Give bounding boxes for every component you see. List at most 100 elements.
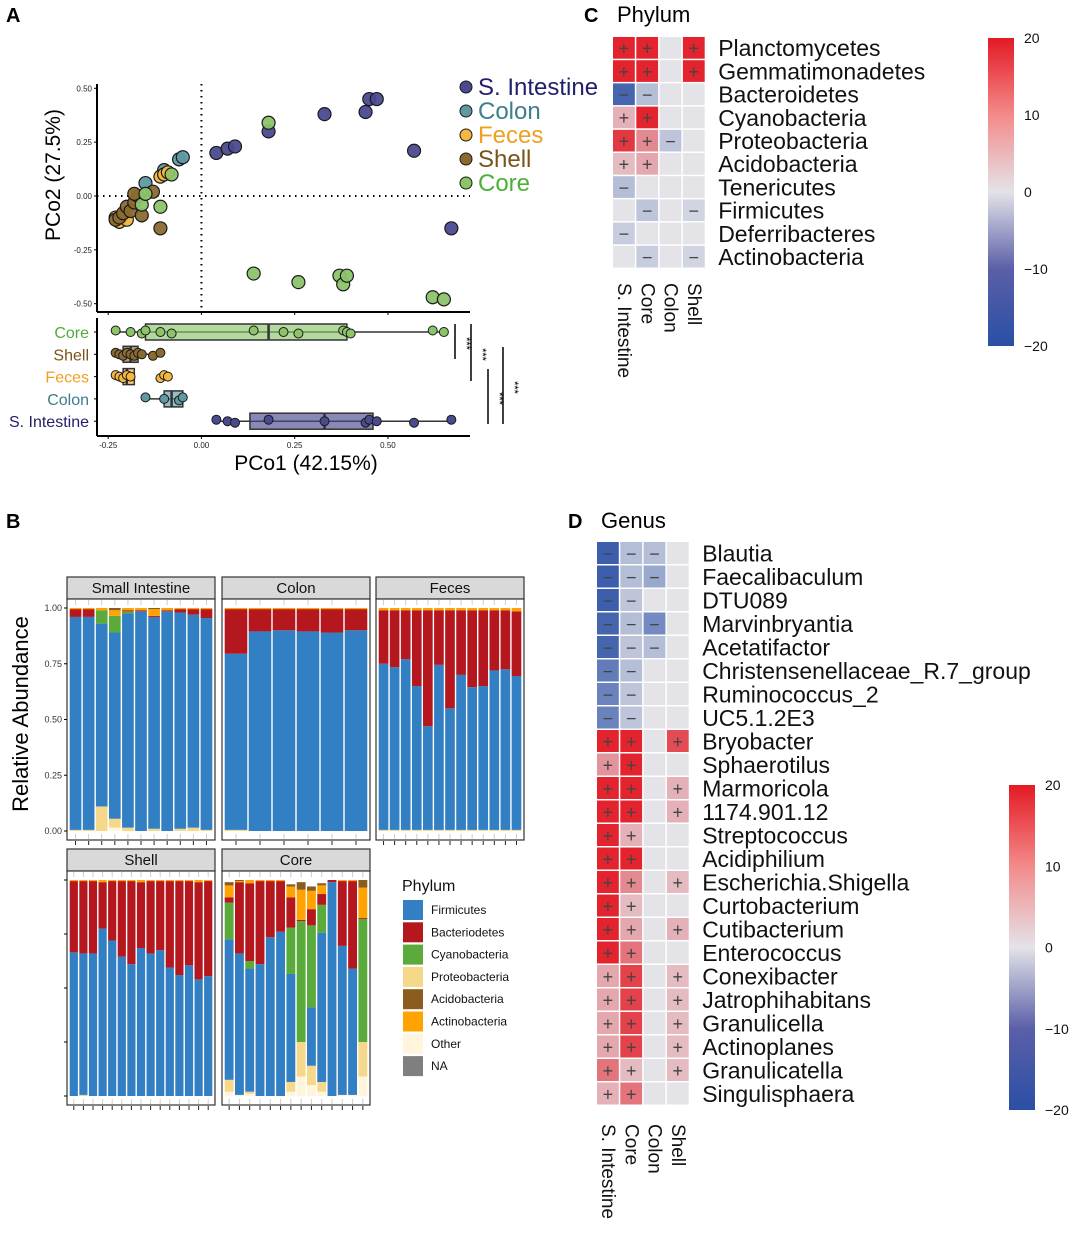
bar-segment-firmicutes — [117, 956, 126, 1096]
bar-segment-bacteriodetes — [286, 897, 296, 928]
heatmap-row-label: Acetatifactor — [702, 635, 830, 661]
bar-segment-bacteriodetes — [327, 880, 337, 883]
plus-icon: + — [626, 1061, 637, 1081]
bar-segment-proteobacteria — [187, 827, 200, 831]
bar-segment-actinobacteria — [478, 608, 489, 611]
bar-segment-firmicutes — [348, 968, 358, 1095]
heatmap-row-label: Singulisphaera — [702, 1081, 854, 1107]
heatmap-cell — [643, 683, 666, 705]
bar-segment-other — [337, 1094, 347, 1096]
pcoa-point-colon — [175, 150, 190, 165]
significance-label: *** — [460, 337, 472, 351]
bar-segment-other — [296, 1076, 306, 1096]
bar-segment-actinobacteria — [108, 610, 121, 616]
heatmap-cell — [666, 706, 689, 729]
heatmap-cell — [597, 706, 619, 729]
plus-icon: + — [619, 108, 630, 128]
significance-label: *** — [508, 381, 520, 395]
heatmap-cell — [620, 847, 643, 870]
bar-segment-proteobacteria — [511, 829, 522, 831]
heatmap-cell — [620, 683, 643, 705]
heatmap-row-label: Firmicutes — [718, 198, 824, 224]
heatmap-cell — [666, 871, 689, 893]
plus-icon: + — [626, 873, 637, 893]
plus-icon: + — [626, 990, 637, 1010]
bar-segment-bacteriodetes — [411, 610, 422, 687]
minus-icon: − — [603, 638, 614, 658]
heatmap-cell — [682, 106, 705, 129]
bar-segment-cyanobacteria — [245, 961, 255, 969]
heatmap-cell — [620, 800, 643, 823]
minus-icon: − — [619, 85, 630, 105]
bar-segment-proteobacteria — [467, 829, 477, 831]
pcoa-point-core — [261, 115, 276, 130]
colorbar-tick-label: 10 — [1024, 107, 1040, 123]
heatmap-cell — [659, 106, 682, 129]
plus-icon: + — [603, 779, 614, 799]
heatmap-row-label: Sphaerotilus — [702, 752, 830, 778]
plus-icon: + — [642, 108, 653, 128]
bar-segment-bacteriodetes — [108, 881, 117, 941]
bar-segment-cyanobacteria — [224, 902, 234, 940]
heatmap-cell — [597, 871, 619, 893]
minus-icon: − — [642, 247, 653, 267]
bar-segment-actinobacteria — [95, 608, 108, 611]
legend-swatch-actinobacteria — [403, 1011, 423, 1032]
significance-label: *** — [476, 348, 488, 362]
heatmap-row-label: Bryobacter — [702, 729, 814, 755]
heatmap-cell — [643, 918, 666, 940]
heatmap-cell — [666, 1035, 689, 1058]
colorbar-tick-label: 20 — [1045, 777, 1061, 793]
heatmap-row-label: Escherichia.Shigella — [702, 870, 909, 896]
facet-strip-label: Shell — [124, 852, 157, 869]
plus-icon: + — [626, 755, 637, 775]
heatmap-row-label: Bacteroidetes — [718, 82, 859, 108]
minus-icon: − — [689, 201, 700, 221]
bar-segment-actinobacteria — [69, 608, 82, 610]
box-point — [248, 325, 259, 336]
bar-segment-proteobacteria — [358, 1042, 368, 1077]
bar-segment-actinobacteria — [122, 608, 134, 611]
bar-segment-actinobacteria — [148, 609, 160, 616]
bar-segment-actinobacteria — [286, 886, 296, 898]
pcoa-y-tick-label: 0.00 — [76, 192, 92, 201]
heatmap-row-label: Conexibacter — [702, 964, 838, 990]
bar-segment-bacteriodetes — [320, 609, 344, 633]
bar-segment-other — [348, 1094, 358, 1096]
bar-segment-actinobacteria — [467, 608, 477, 611]
heatmap-cell — [682, 129, 705, 152]
heatmap-cell — [659, 153, 682, 175]
bar-segment-actinobacteria — [511, 608, 522, 612]
bar-segment-firmicutes — [148, 616, 160, 829]
bar-segment-proteobacteria — [108, 818, 121, 828]
heatmap-cell — [597, 1012, 619, 1034]
box-point — [140, 325, 151, 336]
heatmap-cell — [666, 894, 689, 917]
bar-segment-bacteriodetes — [88, 881, 98, 954]
heatmap-cell — [613, 176, 635, 198]
bar-segment-bacteriodetes — [423, 610, 433, 727]
bar-segment-acidobacteria — [317, 883, 327, 886]
facet-core: Core — [221, 848, 371, 1110]
minus-icon: − — [642, 201, 653, 221]
bar-segment-bacteriodetes — [82, 609, 95, 617]
legend-swatch-feces — [459, 128, 473, 142]
heatmap-cell — [643, 871, 666, 893]
plus-icon: + — [603, 943, 614, 963]
bar-segment-firmicutes — [306, 1007, 316, 1066]
heatmap-cell — [597, 612, 619, 635]
minus-icon: − — [603, 661, 614, 681]
bar-segment-proteobacteria — [306, 1065, 316, 1086]
minus-icon: − — [626, 544, 637, 564]
heatmap-cell — [666, 542, 689, 564]
bar-segment-actinobacteria — [69, 880, 78, 882]
pcoa-y-axis-title: PCo2 (27.5%) — [42, 109, 65, 241]
heatmap-cell — [620, 1059, 643, 1081]
minus-icon: − — [626, 661, 637, 681]
heatmap-cell — [666, 847, 689, 870]
heatmap-cell — [613, 199, 635, 222]
box-point — [409, 417, 420, 428]
heatmap-cell — [643, 965, 666, 987]
bar-segment-firmicutes — [69, 952, 78, 1096]
bar-segment-cyanobacteria — [306, 925, 316, 1008]
